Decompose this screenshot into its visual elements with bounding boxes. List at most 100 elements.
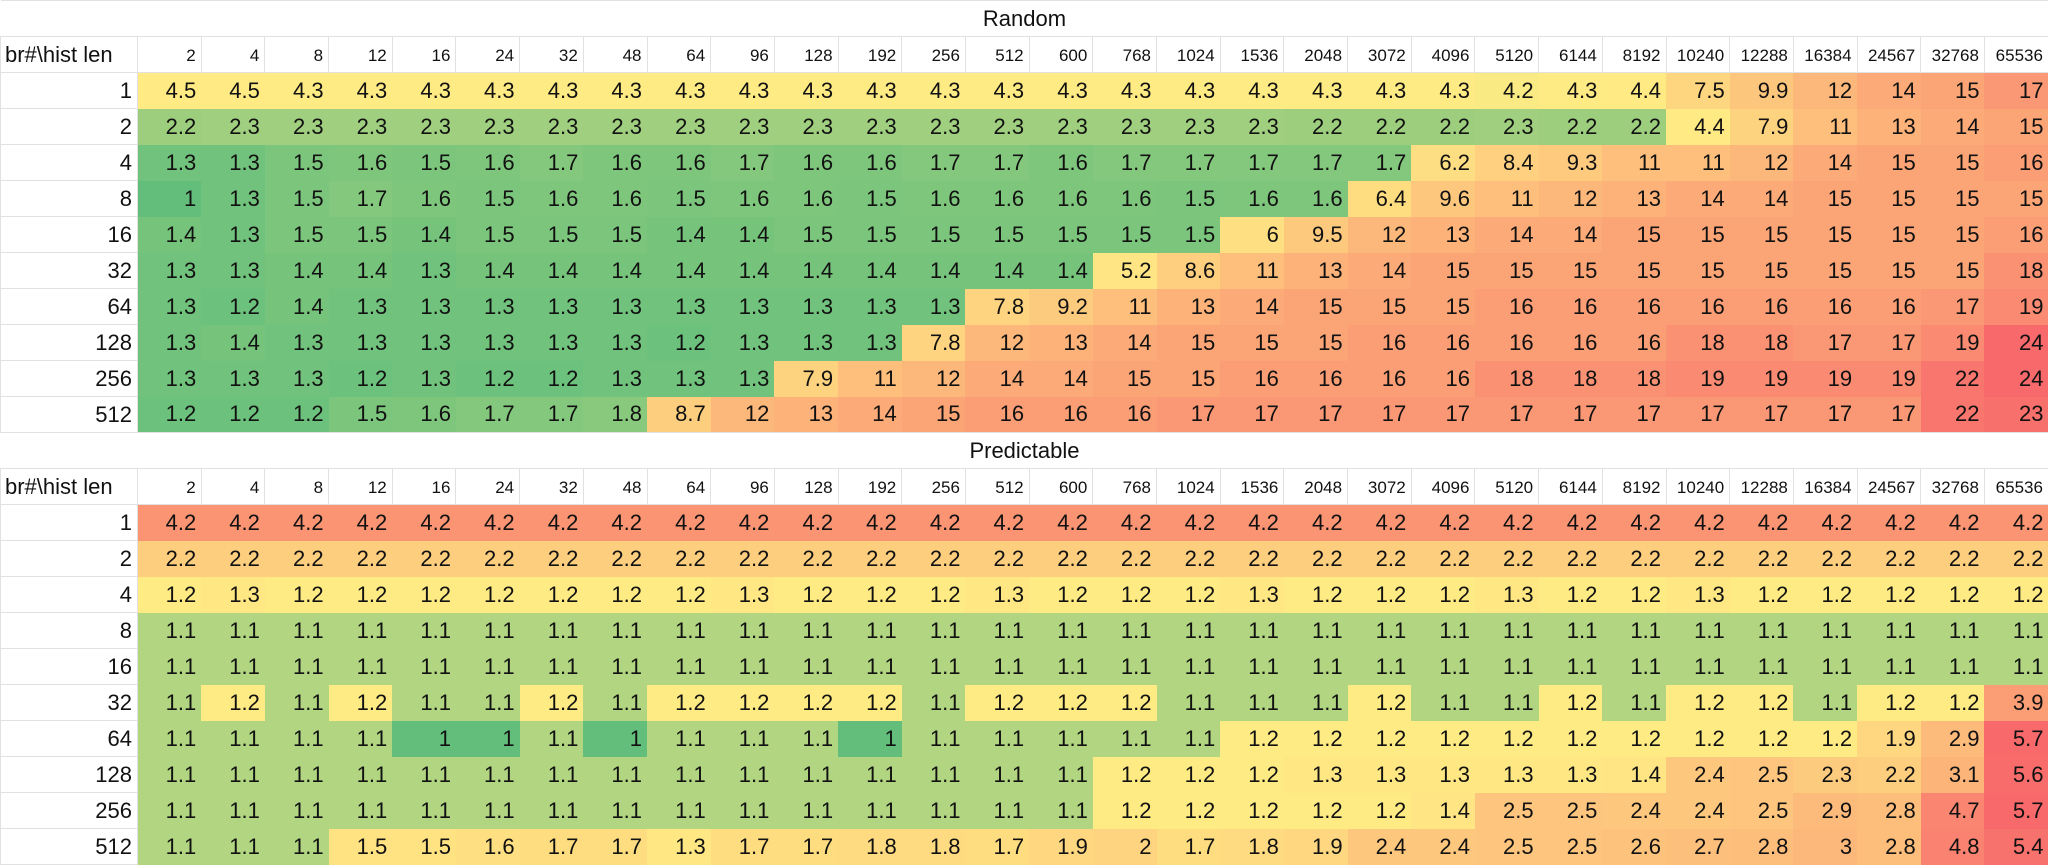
data-cell[interactable]: 1.1: [201, 720, 265, 757]
data-cell[interactable]: 1.1: [328, 756, 393, 793]
data-cell[interactable]: 2.2: [137, 108, 202, 145]
data-cell[interactable]: 7.5: [1666, 72, 1730, 109]
data-cell[interactable]: 1.4: [1411, 792, 1475, 829]
data-cell[interactable]: 1: [137, 180, 202, 217]
data-cell[interactable]: 1.5: [328, 216, 393, 253]
data-cell[interactable]: 1.4: [647, 252, 711, 289]
data-cell[interactable]: 1.7: [965, 144, 1030, 181]
data-cell[interactable]: 1.1: [137, 648, 202, 685]
data-cell[interactable]: 1.3: [1474, 756, 1539, 793]
data-cell[interactable]: 1.7: [901, 144, 966, 181]
data-cell[interactable]: 17: [1220, 396, 1284, 433]
data-cell[interactable]: 2.3: [1029, 108, 1093, 145]
column-header[interactable]: 10240: [1665, 468, 1731, 505]
data-cell[interactable]: 1.2: [1984, 576, 2048, 613]
data-cell[interactable]: 1.1: [838, 792, 902, 829]
data-cell[interactable]: 2.2: [1984, 540, 2048, 577]
data-cell[interactable]: 2.4: [1411, 828, 1475, 865]
data-cell[interactable]: 2.3: [1092, 108, 1157, 145]
data-cell[interactable]: 2.3: [1220, 108, 1284, 145]
data-cell[interactable]: 1.1: [1984, 612, 2048, 649]
data-cell[interactable]: 1.2: [901, 576, 966, 613]
data-cell[interactable]: 1.2: [1920, 684, 1985, 721]
data-cell[interactable]: 4.2: [1602, 504, 1666, 541]
data-cell[interactable]: 1.1: [1347, 612, 1412, 649]
column-header[interactable]: 32768: [1920, 468, 1985, 505]
data-cell[interactable]: 1.1: [1793, 612, 1858, 649]
data-cell[interactable]: 1.7: [455, 396, 520, 433]
column-header[interactable]: 4: [200, 468, 266, 505]
data-cell[interactable]: 1.1: [328, 612, 393, 649]
data-cell[interactable]: 9.6: [1411, 180, 1475, 217]
column-header[interactable]: 2: [137, 468, 202, 505]
data-cell[interactable]: 1.1: [264, 684, 329, 721]
data-cell[interactable]: 11: [1602, 144, 1666, 181]
data-cell[interactable]: 1.6: [1029, 180, 1093, 217]
data-cell[interactable]: 15: [1984, 180, 2048, 217]
column-header[interactable]: 1024: [1156, 468, 1221, 505]
data-cell[interactable]: 15: [1411, 288, 1475, 325]
data-cell[interactable]: 1.1: [1793, 684, 1858, 721]
data-cell[interactable]: 1.1: [774, 648, 839, 685]
data-cell[interactable]: 1.7: [1156, 144, 1221, 181]
data-cell[interactable]: 1.1: [647, 720, 711, 757]
column-header[interactable]: 2048: [1283, 36, 1349, 73]
data-cell[interactable]: 12: [1793, 72, 1858, 109]
data-cell[interactable]: 2.3: [901, 108, 966, 145]
data-cell[interactable]: 1.7: [965, 828, 1030, 865]
data-cell[interactable]: 1.6: [901, 180, 966, 217]
data-cell[interactable]: 1.1: [1411, 648, 1475, 685]
data-cell[interactable]: 1.2: [1347, 792, 1412, 829]
data-cell[interactable]: 1.6: [1220, 180, 1284, 217]
data-cell[interactable]: 17: [1602, 396, 1666, 433]
data-cell[interactable]: 1.1: [201, 828, 265, 865]
data-cell[interactable]: 1.1: [583, 684, 647, 721]
data-cell[interactable]: 12: [965, 324, 1030, 361]
data-cell[interactable]: 1.1: [137, 720, 202, 757]
data-cell[interactable]: 15: [1666, 252, 1730, 289]
data-cell[interactable]: 1.5: [328, 396, 393, 433]
data-cell[interactable]: 1.7: [519, 828, 584, 865]
data-cell[interactable]: 1.1: [328, 792, 393, 829]
data-cell[interactable]: 1.1: [838, 612, 902, 649]
data-cell[interactable]: 2.2: [774, 540, 839, 577]
data-cell[interactable]: 1.5: [901, 216, 966, 253]
data-cell[interactable]: 1.1: [1220, 648, 1284, 685]
data-cell[interactable]: 1.1: [647, 612, 711, 649]
data-cell[interactable]: 9.2: [1029, 288, 1093, 325]
data-cell[interactable]: 11: [1092, 288, 1157, 325]
data-cell[interactable]: 4.2: [1920, 504, 1985, 541]
data-cell[interactable]: 1.1: [1602, 684, 1666, 721]
data-cell[interactable]: 1.2: [1283, 720, 1348, 757]
column-header[interactable]: 3072: [1347, 36, 1412, 73]
data-cell[interactable]: 1.1: [965, 612, 1030, 649]
data-cell[interactable]: 15: [1729, 252, 1794, 289]
data-cell[interactable]: 2.3: [1156, 108, 1221, 145]
data-cell[interactable]: 1.2: [392, 576, 456, 613]
data-cell[interactable]: 1.3: [710, 576, 775, 613]
data-cell[interactable]: 1.6: [647, 144, 711, 181]
data-cell[interactable]: 1.1: [137, 792, 202, 829]
data-cell[interactable]: 16: [1474, 324, 1539, 361]
data-cell[interactable]: 2.2: [1793, 540, 1858, 577]
data-cell[interactable]: 1.2: [1220, 720, 1284, 757]
data-cell[interactable]: 2.2: [1347, 108, 1412, 145]
data-cell[interactable]: 15: [1411, 252, 1475, 289]
data-cell[interactable]: 2.5: [1729, 792, 1794, 829]
data-cell[interactable]: 1.3: [201, 252, 265, 289]
data-cell[interactable]: 12: [1347, 216, 1412, 253]
data-cell[interactable]: 2.2: [1474, 540, 1539, 577]
data-cell[interactable]: 4.3: [328, 72, 393, 109]
data-cell[interactable]: 16: [1984, 216, 2048, 253]
data-cell[interactable]: 14: [1793, 144, 1858, 181]
column-header[interactable]: 65536: [1983, 36, 2048, 73]
data-cell[interactable]: 1: [455, 720, 520, 757]
data-cell[interactable]: 1.1: [1283, 612, 1348, 649]
data-cell[interactable]: 1.3: [519, 288, 584, 325]
data-cell[interactable]: 1.2: [965, 684, 1030, 721]
data-cell[interactable]: 2.5: [1474, 792, 1539, 829]
column-header[interactable]: 12288: [1729, 36, 1794, 73]
data-cell[interactable]: 1.1: [328, 720, 393, 757]
row-header[interactable]: 8: [0, 612, 138, 649]
data-cell[interactable]: 1.8: [901, 828, 966, 865]
